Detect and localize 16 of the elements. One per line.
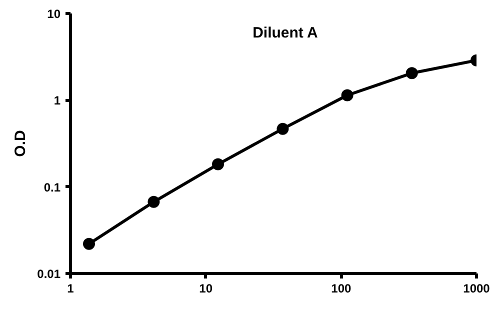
x-tick-label: 100 <box>331 282 352 296</box>
x-tick-label: 1000 <box>463 282 490 296</box>
text: Diluent A <box>252 24 318 42</box>
y-axis-title: O.D <box>12 130 30 157</box>
point <box>212 158 224 170</box>
point <box>83 238 96 250</box>
y-tick-label: 0.1 <box>44 180 61 194</box>
point <box>148 196 160 208</box>
y-tick-label: 10 <box>47 7 61 21</box>
y-tick-label: 0.01 <box>37 267 61 281</box>
y-tick-label: 1 <box>54 94 61 108</box>
x-tick-label: 1 <box>67 282 74 296</box>
point <box>276 122 289 135</box>
point <box>406 67 418 80</box>
x-tick-label: 10 <box>199 282 213 296</box>
point <box>341 89 354 102</box>
